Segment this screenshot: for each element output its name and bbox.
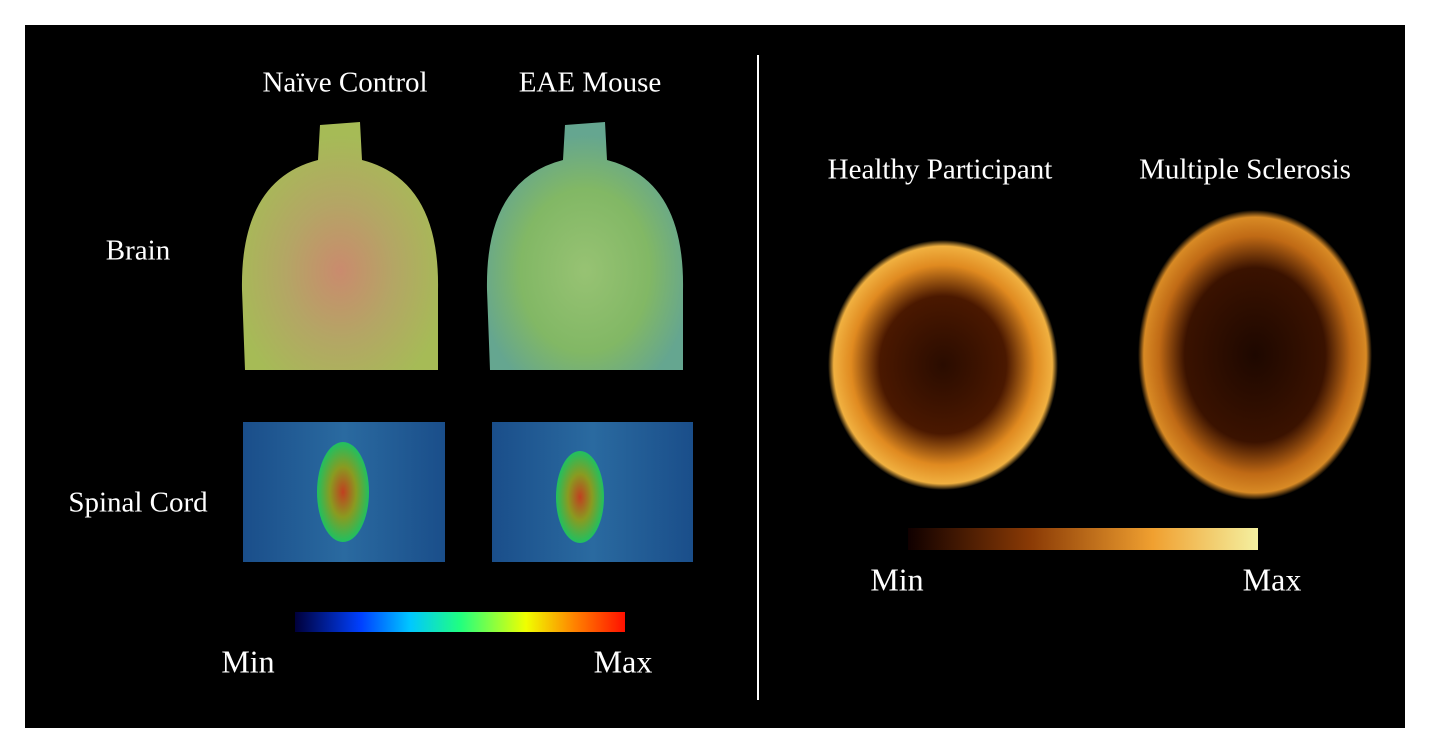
- human-brain-image: [1138, 210, 1372, 500]
- colorbar-min: Min: [221, 643, 274, 679]
- colorbar-min: Min: [870, 561, 923, 597]
- spinal-cord-signal: [556, 451, 604, 543]
- column-label: Healthy Participant: [828, 154, 1053, 186]
- colorbar-max: Max: [1243, 561, 1302, 597]
- colorbar: [908, 528, 1258, 550]
- column-label: EAE Mouse: [519, 67, 662, 99]
- colorbar-max: Max: [594, 643, 653, 679]
- colorbar: [295, 612, 625, 632]
- mouse-brain-image: [241, 122, 439, 370]
- row-label: Brain: [106, 235, 171, 267]
- human-brain-image: [828, 240, 1058, 490]
- mouse-brain-image: [486, 122, 684, 370]
- spinal-cord-signal: [317, 442, 369, 542]
- row-label: Spinal Cord: [68, 487, 208, 519]
- column-label: Naïve Control: [262, 67, 427, 99]
- column-label: Multiple Sclerosis: [1139, 154, 1351, 186]
